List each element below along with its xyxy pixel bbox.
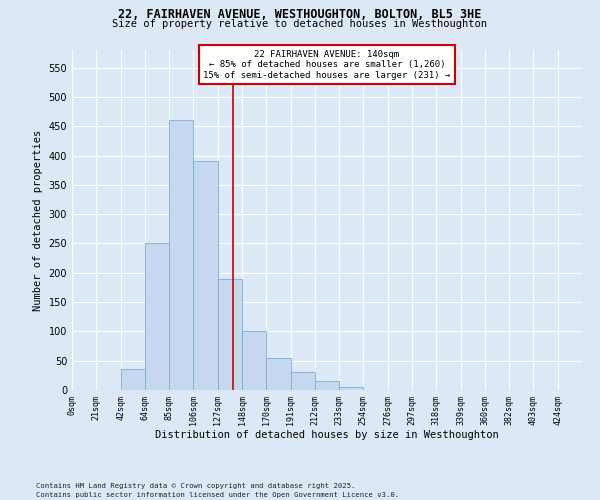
Text: Contains public sector information licensed under the Open Government Licence v3: Contains public sector information licen…	[36, 492, 399, 498]
X-axis label: Distribution of detached houses by size in Westhoughton: Distribution of detached houses by size …	[155, 430, 499, 440]
Bar	[193, 162, 218, 390]
Bar	[121, 370, 145, 390]
Bar	[290, 372, 315, 390]
Text: 22 FAIRHAVEN AVENUE: 140sqm
← 85% of detached houses are smaller (1,260)
15% of : 22 FAIRHAVEN AVENUE: 140sqm ← 85% of det…	[203, 50, 451, 80]
Y-axis label: Number of detached properties: Number of detached properties	[33, 130, 43, 310]
Text: Size of property relative to detached houses in Westhoughton: Size of property relative to detached ho…	[113, 19, 487, 29]
Bar	[145, 244, 169, 390]
Bar	[339, 387, 364, 390]
Text: 22, FAIRHAVEN AVENUE, WESTHOUGHTON, BOLTON, BL5 3HE: 22, FAIRHAVEN AVENUE, WESTHOUGHTON, BOLT…	[118, 8, 482, 20]
Bar	[242, 332, 266, 390]
Bar	[266, 358, 290, 390]
Text: Contains HM Land Registry data © Crown copyright and database right 2025.: Contains HM Land Registry data © Crown c…	[36, 483, 355, 489]
Bar	[218, 278, 242, 390]
Bar	[315, 381, 339, 390]
Bar	[169, 120, 193, 390]
